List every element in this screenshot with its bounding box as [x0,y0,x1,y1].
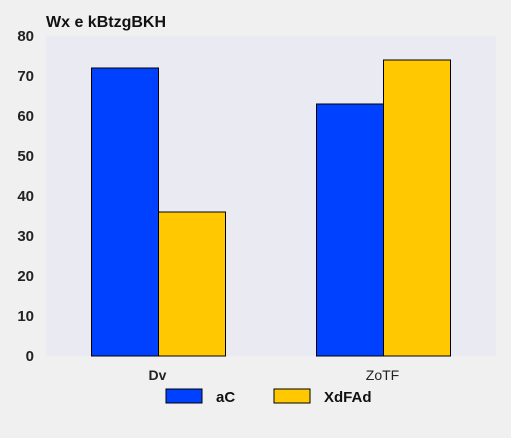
y-tick-label: 50 [17,148,34,165]
x-axis: Dv ZoTF [149,367,400,383]
bars [91,59,451,357]
y-tick-label: 60 [17,108,34,125]
y-tick-label: 20 [17,268,34,285]
legend-swatch-aC [165,388,203,404]
bar-XdFAd-Dv [158,211,226,357]
bar-XdFAd-ZoTF [383,59,451,357]
legend-label-aC: aC [216,389,235,406]
y-tick-label: 80 [17,28,34,45]
y-tick-label: 70 [17,68,34,85]
y-axis: 0 10 20 30 40 50 60 70 80 [17,28,34,365]
bar-aC-ZoTF [316,103,384,357]
y-tick-label: 0 [26,348,34,365]
y-tick-label: 30 [17,228,34,245]
y-tick-label: 10 [17,308,34,325]
legend-swatch-XdFAd [273,388,311,404]
chart-title: Wx e kBtzgBKH [46,14,166,31]
bar-aC-Dv [91,67,159,357]
legend: aC XdFAd [165,388,372,406]
x-tick-label: ZoTF [366,367,399,383]
legend-label-XdFAd: XdFAd [324,389,372,406]
x-tick-label: Dv [149,367,167,383]
y-tick-label: 40 [17,188,34,205]
